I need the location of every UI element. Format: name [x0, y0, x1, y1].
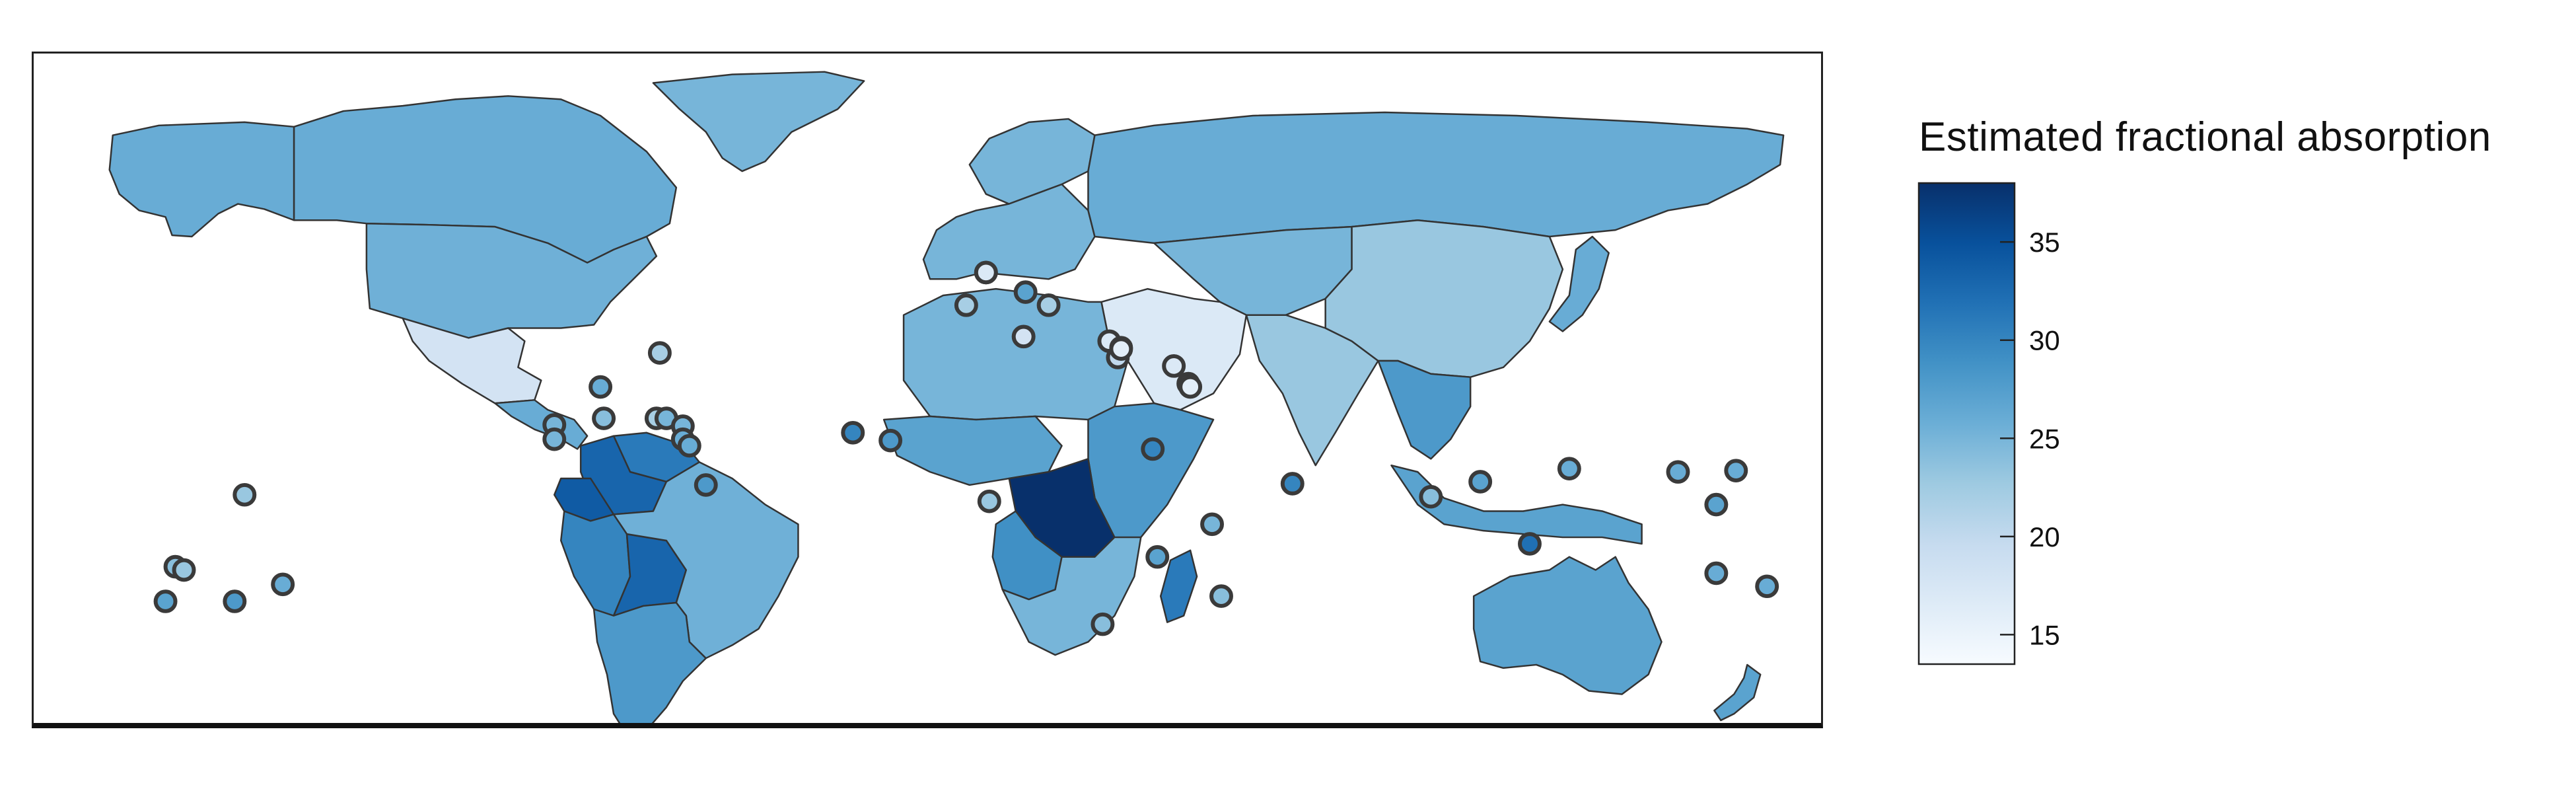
island-marker: [1704, 561, 1729, 585]
island-marker: [1755, 574, 1779, 599]
island-marker: [1141, 437, 1165, 461]
color-legend: 15 20 25 30 35: [1917, 182, 2060, 665]
island-marker: [271, 572, 295, 597]
region-central-america: [494, 399, 589, 450]
island-marker: [1518, 532, 1542, 556]
island-marker: [1209, 584, 1233, 608]
region-brazil: [612, 461, 799, 660]
island-marker: [1145, 545, 1170, 569]
island-marker: [233, 482, 257, 507]
island-markers: [153, 260, 1779, 636]
legend-tick-label: 20: [2029, 521, 2060, 552]
island-marker: [677, 434, 701, 458]
region-southern-africa: [1001, 536, 1142, 656]
island-marker: [172, 558, 196, 582]
island-marker: [1162, 354, 1186, 378]
legend-color-bar: [1917, 182, 2016, 665]
region-scandinavia: [968, 118, 1096, 205]
island-marker: [1280, 472, 1305, 496]
island-marker: [223, 589, 247, 613]
island-marker: [1724, 459, 1748, 482]
legend-tick-label: 15: [2029, 619, 2060, 650]
legend-title: Estimated fractional absorption: [1919, 114, 2491, 160]
region-greenland: [652, 71, 865, 172]
region-australia: [1472, 556, 1663, 695]
island-marker: [878, 428, 903, 453]
region-southeast-asia: [1377, 359, 1472, 460]
island-marker: [1011, 324, 1036, 349]
island-marker: [1200, 512, 1225, 537]
region-madagascar: [1159, 549, 1198, 623]
region-east-africa: [1087, 402, 1215, 539]
legend-ticks: 15 20 25 30 35: [2000, 227, 2060, 650]
region-mexico: [402, 317, 542, 404]
island-marker: [974, 260, 998, 285]
island-marker: [694, 473, 718, 497]
island-marker: [977, 489, 1001, 513]
region-japan: [1548, 235, 1610, 332]
region-china: [1324, 219, 1564, 378]
region-north-africa: [902, 287, 1129, 421]
island-marker: [542, 427, 567, 451]
island-marker: [1109, 337, 1133, 361]
island-marker: [153, 589, 178, 613]
island-marker: [1013, 280, 1038, 304]
island-marker: [1091, 612, 1115, 636]
island-marker: [1036, 293, 1061, 317]
region-alaska: [108, 121, 295, 238]
world-map: [108, 71, 1785, 723]
region-southern-cone: [592, 601, 707, 723]
legend-tick-label: 25: [2029, 423, 2060, 454]
island-marker: [1557, 457, 1581, 480]
legend-tick-label: 35: [2029, 227, 2060, 258]
legend-tick-label: 30: [2029, 325, 2060, 356]
island-marker: [1704, 492, 1729, 517]
island-marker: [1178, 375, 1203, 399]
region-indonesia: [1390, 464, 1643, 545]
island-marker: [592, 406, 616, 430]
island-marker: [1419, 484, 1443, 509]
island-marker: [647, 341, 672, 365]
region-india: [1245, 314, 1379, 467]
island-marker: [1468, 470, 1493, 494]
region-new-zealand: [1713, 663, 1762, 722]
island-marker: [589, 375, 613, 399]
island-marker: [841, 420, 865, 445]
island-marker: [1666, 460, 1690, 484]
island-marker: [954, 293, 978, 317]
world-map-panel: [32, 52, 1823, 728]
